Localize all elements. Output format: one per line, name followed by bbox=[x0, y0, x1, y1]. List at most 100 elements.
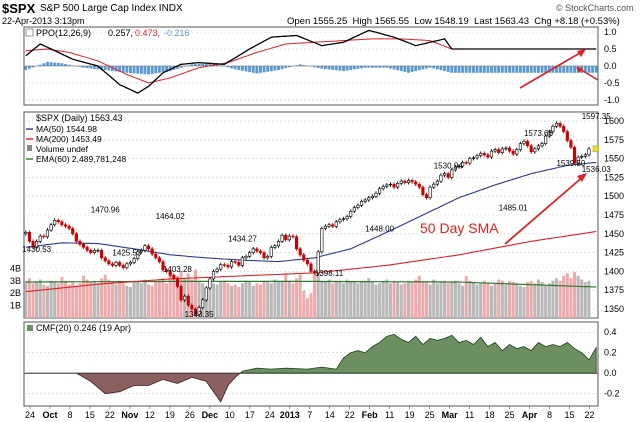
ppo-histogram-bar bbox=[157, 66, 161, 73]
ppo-histogram-bar bbox=[175, 66, 179, 69]
x-tick-label: 19 bbox=[165, 410, 175, 420]
ppo-histogram-bar bbox=[486, 66, 490, 73]
volume-bar bbox=[284, 273, 288, 318]
sma-annotation-text: 50 Day SMA bbox=[420, 220, 499, 236]
ppo-histogram-bar bbox=[298, 64, 302, 66]
ppo-histogram-bar bbox=[518, 66, 522, 73]
volume-bar bbox=[132, 280, 136, 318]
x-tick-label: 19 bbox=[405, 410, 415, 420]
price-candle bbox=[35, 241, 39, 248]
price-candle bbox=[269, 247, 273, 257]
ppo-histogram-bar bbox=[526, 66, 530, 73]
price-candle bbox=[428, 186, 432, 199]
price-candle bbox=[500, 148, 504, 153]
price-candle bbox=[302, 254, 306, 261]
ppo-histogram-bar bbox=[508, 66, 511, 73]
ppo-histogram-bar bbox=[374, 66, 378, 68]
sma-arrow-line bbox=[504, 174, 586, 245]
volume-bar bbox=[60, 277, 64, 318]
ppo-histogram-bar bbox=[327, 66, 331, 70]
ppo-histogram-bar bbox=[248, 66, 252, 73]
ppo-histogram-bar bbox=[479, 66, 483, 73]
ppo-histogram-bar bbox=[392, 66, 396, 70]
price-candle bbox=[201, 299, 205, 308]
volume-bar bbox=[349, 282, 353, 318]
ppo-histogram-bar bbox=[111, 66, 114, 71]
volume-bar bbox=[53, 282, 57, 318]
volume-tick-label: 4B bbox=[10, 263, 21, 273]
price-candle bbox=[262, 252, 266, 259]
price-candle bbox=[417, 183, 421, 188]
cmf-area-positive bbox=[25, 333, 597, 374]
cmf-tick-label: 0.2 bbox=[604, 348, 617, 358]
price-candle bbox=[547, 131, 551, 137]
ppo-histogram-bar bbox=[439, 66, 443, 71]
ppo-histogram-bar bbox=[385, 66, 389, 68]
volume-bar bbox=[421, 280, 425, 318]
ppo-histogram-bar bbox=[255, 66, 259, 74]
price-candle bbox=[562, 125, 566, 132]
ppo-histogram-bar bbox=[100, 66, 104, 70]
ppo-histogram-bar bbox=[165, 66, 169, 72]
price-candle bbox=[255, 248, 259, 252]
ppo-histogram-bar bbox=[136, 66, 140, 74]
volume-bar bbox=[255, 283, 259, 318]
price-tick-label: 1550 bbox=[604, 154, 624, 164]
price-candle bbox=[392, 183, 396, 188]
ppo-histogram-bar bbox=[446, 66, 450, 72]
volume-bar bbox=[31, 283, 35, 318]
price-candle bbox=[222, 264, 226, 266]
price-candle bbox=[378, 188, 382, 194]
ppo-histogram-bar bbox=[587, 66, 591, 73]
ppo-histogram-bar bbox=[529, 66, 533, 73]
ppo-histogram-bar bbox=[237, 66, 241, 71]
ppo-histogram-bar bbox=[555, 66, 558, 73]
price-candle bbox=[125, 263, 129, 268]
price-candle bbox=[489, 150, 494, 158]
ppo-histogram-bar bbox=[569, 66, 573, 73]
last-value: 1563.43 bbox=[494, 16, 529, 27]
x-tick-label: 24 bbox=[265, 410, 275, 420]
price-candle bbox=[186, 295, 190, 306]
volume-bar bbox=[370, 282, 374, 318]
volume-bar bbox=[341, 283, 346, 318]
volume-bar bbox=[215, 284, 219, 318]
volume-bar bbox=[526, 282, 530, 318]
volume-bar bbox=[500, 280, 504, 318]
price-tick-label: 1525 bbox=[604, 172, 624, 182]
volume-bar bbox=[453, 280, 457, 318]
price-candle bbox=[323, 225, 328, 229]
price-candle bbox=[24, 231, 28, 235]
volume-bar bbox=[576, 275, 580, 318]
volume-bar bbox=[190, 279, 194, 318]
ppo-histogram-bar bbox=[121, 66, 125, 73]
ppo-histogram-bar bbox=[493, 66, 497, 73]
volume-bar bbox=[280, 280, 284, 318]
ppo-histogram-bar bbox=[536, 66, 540, 73]
price-candle bbox=[569, 140, 573, 148]
volume-bar bbox=[96, 283, 100, 318]
price-candle bbox=[367, 197, 371, 201]
last-label: Last bbox=[474, 16, 492, 27]
ppo-histogram-bar bbox=[320, 66, 324, 69]
price-candle bbox=[388, 183, 392, 186]
cmf-tick-label: 0.0 bbox=[604, 368, 617, 378]
ppo-tick-label: 1.0 bbox=[604, 27, 617, 37]
ppo-histogram-bar bbox=[194, 64, 197, 66]
price-candle bbox=[511, 150, 515, 155]
volume-bar bbox=[313, 270, 317, 318]
volume-bar bbox=[399, 284, 403, 318]
volume-bar bbox=[258, 284, 262, 318]
volume-bar bbox=[443, 280, 447, 318]
price-candle bbox=[479, 153, 483, 156]
volume-bar bbox=[356, 283, 360, 318]
price-candle bbox=[345, 216, 349, 220]
x-tick-label: Feb bbox=[362, 410, 379, 420]
price-candle bbox=[414, 181, 418, 185]
ppo-histogram-bar bbox=[150, 66, 154, 74]
x-tick-label: 15 bbox=[564, 410, 574, 420]
volume-bar bbox=[396, 282, 400, 318]
price-candle bbox=[421, 186, 425, 196]
price-candle bbox=[316, 251, 320, 274]
ppo-histogram-bar bbox=[352, 66, 356, 70]
